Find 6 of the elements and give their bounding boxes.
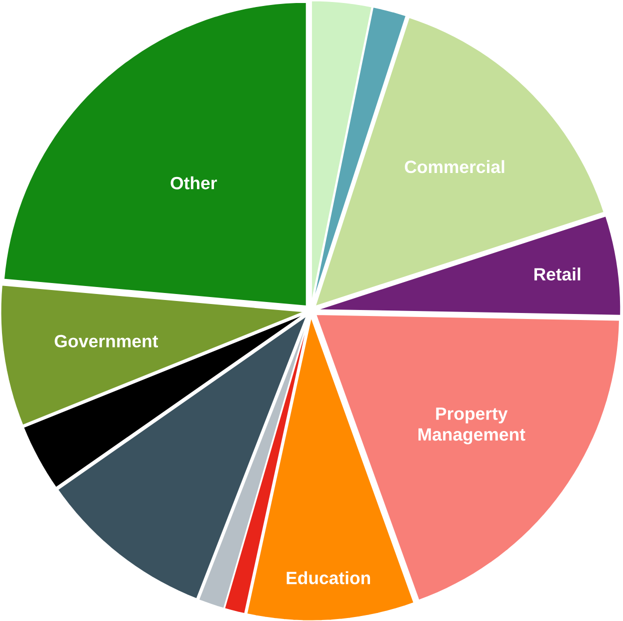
slice-label: Property Management xyxy=(418,407,526,444)
slice-label: Commercial xyxy=(404,160,504,173)
slice-label: Education xyxy=(286,571,370,584)
slice-label: Other xyxy=(170,176,217,190)
slice-label: Government xyxy=(54,334,158,348)
slice-label: Retail xyxy=(534,267,580,280)
